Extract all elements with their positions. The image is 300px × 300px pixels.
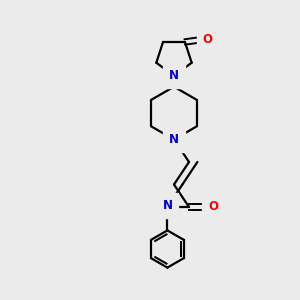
Text: N: N [169,69,179,82]
Text: N: N [162,199,172,212]
Text: O: O [203,33,213,46]
Text: O: O [208,200,218,214]
Text: N: N [169,133,179,146]
